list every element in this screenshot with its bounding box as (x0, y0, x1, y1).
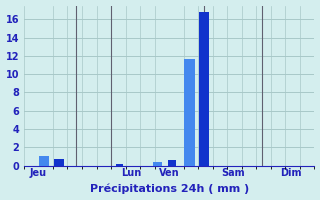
Bar (168, 160, 176, 166)
Bar (116, 164, 124, 166)
Bar (153, 162, 162, 166)
Bar (54, 159, 64, 166)
Bar (39, 156, 49, 166)
X-axis label: Précipitations 24h ( mm ): Précipitations 24h ( mm ) (90, 184, 249, 194)
Bar (184, 59, 195, 166)
Bar (199, 12, 209, 166)
